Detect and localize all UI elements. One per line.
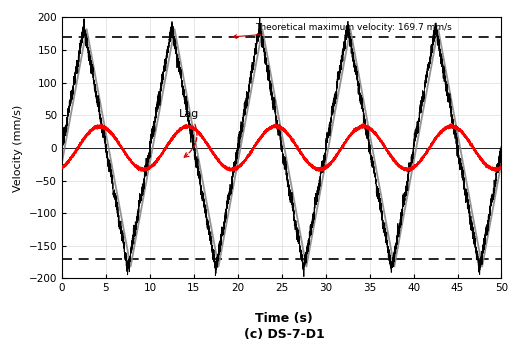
Text: Lag: Lag	[179, 109, 200, 157]
Y-axis label: Velocity (mm/s): Velocity (mm/s)	[13, 104, 23, 191]
Text: Theoretical maximum velocity: 169.7 mm/s: Theoretical maximum velocity: 169.7 mm/s	[233, 23, 452, 38]
Text: Time (s): Time (s)	[255, 312, 313, 325]
Text: (c) DS-7-D1: (c) DS-7-D1	[244, 328, 325, 341]
